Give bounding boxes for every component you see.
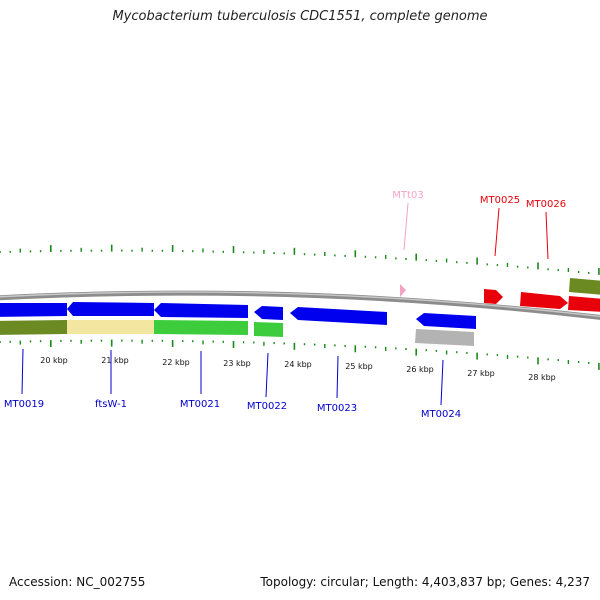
- gene-MT0022[interactable]: [254, 306, 283, 320]
- connector-MT0025: [494, 207, 500, 257]
- scale-label: 27 kbp: [467, 369, 495, 378]
- connector-MT0023: [336, 355, 339, 399]
- gene-MT0023[interactable]: [290, 307, 387, 325]
- scale-label: 23 kbp: [223, 359, 251, 368]
- category-bar-olive: [0, 320, 67, 335]
- gene-MT0019[interactable]: [0, 303, 67, 317]
- gene-ftsW-1[interactable]: [67, 302, 154, 316]
- gene-label-MT0025[interactable]: MT0025: [480, 195, 520, 206]
- gene-labels: MTt03 MT0025 MT0026 MT0019 ftsW-1 MT0021…: [4, 190, 566, 420]
- scale-label: 20 kbp: [40, 356, 68, 365]
- scale-label: 24 kbp: [284, 360, 312, 369]
- label-connectors: [21, 202, 549, 406]
- gene-MT0026[interactable]: [520, 292, 568, 309]
- tick-row-lower: [0, 339, 600, 370]
- gene-label-MT0019[interactable]: MT0019: [4, 399, 44, 410]
- scale-label: 26 kbp: [406, 365, 434, 374]
- connector-MT0019: [21, 348, 24, 395]
- scale-label: 21 kbp: [101, 356, 129, 365]
- category-bar-gray: [415, 329, 474, 346]
- connector-MT0024: [440, 359, 444, 406]
- scale-label: 25 kbp: [345, 362, 373, 371]
- backbone-line: [0, 290, 600, 320]
- gene-label-MT0026[interactable]: MT0026: [526, 199, 566, 210]
- scale-labels: 20 kbp 21 kbp 22 kbp 23 kbp 24 kbp 25 kb…: [40, 356, 556, 382]
- connector-MTt03: [403, 202, 409, 251]
- connector-MT0026: [545, 211, 549, 260]
- gene-label-MT0022[interactable]: MT0022: [247, 401, 287, 412]
- gene-MT0024[interactable]: [416, 313, 476, 329]
- reverse-strand-genes: [0, 302, 476, 329]
- connector-MT0022: [265, 352, 269, 398]
- category-bar-green: [254, 322, 283, 337]
- gene-label-ftsW-1[interactable]: ftsW-1: [95, 399, 127, 410]
- backbone-highlight: [0, 291, 600, 318]
- category-bar-olive: [569, 278, 600, 295]
- gene-label-MTt03[interactable]: MTt03: [392, 190, 423, 201]
- scale-label: 28 kbp: [528, 373, 556, 382]
- genome-summary-text: Topology: circular; Length: 4,403,837 bp…: [260, 575, 590, 589]
- category-bar-yellow: [67, 320, 154, 334]
- accession-text: Accession: NC_002755: [9, 575, 146, 589]
- gene-label-MT0021[interactable]: MT0021: [180, 399, 220, 410]
- gene-MT0021[interactable]: [154, 303, 248, 318]
- gene-label-MT0024[interactable]: MT0024: [421, 409, 461, 420]
- gene-MT0025[interactable]: [484, 289, 503, 304]
- scale-label: 22 kbp: [162, 358, 190, 367]
- gene-red-partial[interactable]: [568, 296, 600, 312]
- category-track: [0, 278, 600, 346]
- tick-row-upper: [0, 244, 600, 275]
- category-bar-green: [154, 320, 248, 335]
- gene-label-MT0023[interactable]: MT0023: [317, 403, 357, 414]
- genome-title: Mycobacterium tuberculosis CDC1551, comp…: [112, 9, 488, 24]
- gene-MTt03[interactable]: [400, 284, 406, 297]
- forward-strand-genes: [400, 284, 600, 312]
